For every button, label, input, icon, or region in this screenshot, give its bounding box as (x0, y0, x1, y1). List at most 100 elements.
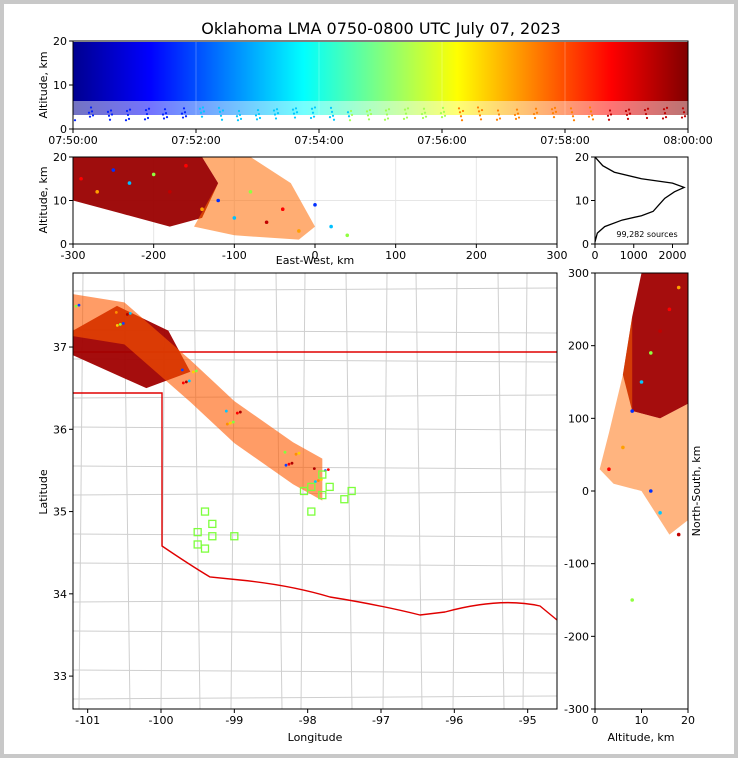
time-altitude-source-point (423, 111, 427, 114)
ew-ytick-label: 10 (53, 195, 67, 208)
time-altitude-source-point (443, 114, 447, 117)
county-line (497, 273, 505, 709)
time-altitude-source-point (440, 116, 444, 119)
plan-source-fringe (73, 294, 323, 501)
time-altitude-source-point (313, 106, 317, 109)
map-xtick-label: -101 (75, 714, 100, 727)
ns-source-point (649, 351, 653, 355)
time-altitude-source-point (369, 112, 373, 116)
time-altitude-source-point (624, 109, 628, 113)
time-altitude-source-point (163, 108, 167, 111)
time-altitude-source-point (609, 113, 613, 116)
time-altitude-source-point (551, 112, 555, 115)
hist-ytick-label: 10 (575, 195, 589, 208)
time-altitude-source-point (569, 107, 573, 110)
time-altitude-source-point (534, 107, 538, 110)
map-xtick-label: -100 (149, 714, 174, 727)
county-line (415, 273, 423, 709)
ns-xtick-label: 10 (635, 714, 649, 727)
county-line (230, 273, 236, 709)
county-line (73, 394, 557, 399)
ew-xtick-label: -300 (61, 249, 86, 262)
time-altitude-source-point (88, 115, 92, 118)
county-line (522, 273, 528, 709)
map-xtick-label: -98 (299, 714, 317, 727)
time-xtick-label: 07:52:00 (171, 134, 220, 147)
time-altitude-source-point (626, 117, 630, 120)
county-line (73, 562, 557, 567)
time-altitude-source-point (255, 118, 259, 121)
hist-xtick-label: 0 (592, 249, 599, 262)
county-line (568, 273, 574, 709)
ew-xtick-label: -200 (141, 249, 166, 262)
time-altitude-source-point (108, 118, 112, 121)
ns-ytick-label: 0 (582, 485, 589, 498)
time-altitude-source-point (219, 114, 223, 117)
lma-station-marker (340, 495, 349, 504)
time-altitude-panel: 07:50:00 07:52:00 07:54:00 07:56:00 07:58:00… (37, 35, 713, 147)
lma-station-marker (307, 507, 316, 516)
map-source-point (326, 468, 330, 472)
map-xtick-label: -96 (445, 714, 463, 727)
time-ytick-label: 20 (53, 35, 67, 48)
map-source-point (238, 410, 242, 414)
lma-station-marker (230, 532, 239, 541)
time-altitude-source-point (406, 107, 410, 110)
time-altitude-source-point (384, 109, 388, 112)
time-altitude-source-point (478, 114, 482, 117)
time-altitude-source-point (459, 115, 463, 118)
time-altitude-source-point (477, 110, 481, 113)
county-line (452, 273, 458, 709)
time-altitude-source-point (91, 114, 95, 117)
histogram-axes (594, 156, 689, 245)
time-altitude-source-point (256, 108, 260, 112)
map-ytick-label: 35 (53, 506, 67, 519)
map-source-point (312, 467, 316, 471)
time-altitude-source-point (570, 111, 574, 114)
ns-source-point (676, 285, 681, 290)
time-altitude-source-point (162, 117, 166, 120)
time-altitude-source-point (329, 106, 333, 109)
time-altitude-source-point (644, 112, 648, 116)
time-altitude-source-point (128, 108, 132, 111)
plan-view-axes (72, 272, 558, 710)
time-altitude-source-point (217, 106, 221, 109)
time-altitude-source-point (405, 116, 409, 119)
time-altitude-source-point (513, 113, 517, 117)
time-altitude-source-point (517, 116, 521, 119)
time-ytick-label: 10 (53, 79, 67, 92)
time-altitude-source-point (237, 109, 241, 113)
ns-source-point (630, 598, 634, 602)
ew-source-point (111, 168, 116, 172)
ew-xtick-label: 0 (312, 249, 319, 262)
time-altitude-source-point (497, 113, 501, 116)
map-ytick-label: 37 (53, 341, 67, 354)
time-altitude-source-point (220, 118, 224, 121)
time-altitude-source-point (295, 111, 299, 114)
map-source-point (225, 422, 229, 426)
time-altitude-source-point (183, 111, 187, 114)
time-altitude-source-point (554, 110, 558, 113)
time-altitude-source-point (515, 108, 519, 111)
time-altitude-source-point (238, 113, 242, 117)
county-line (275, 273, 283, 709)
time-altitude-source-point (182, 107, 186, 110)
ns-xtick-label: 20 (681, 714, 695, 727)
time-ytick-label: 0 (60, 123, 67, 136)
time-altitude-source-point (109, 109, 113, 112)
county-line (193, 273, 201, 709)
map-source-point (74, 304, 78, 308)
east-west-source-fringe (194, 157, 315, 240)
map-source-point (77, 303, 81, 307)
time-altitude-source-point (293, 116, 297, 119)
time-altitude-source-point (145, 112, 149, 116)
time-altitude-source-point (146, 116, 150, 120)
map-source-point (294, 452, 298, 456)
map-source-point (181, 381, 185, 385)
time-altitude-source-point (276, 112, 280, 115)
time-altitude-source-point (147, 107, 151, 110)
time-altitude-source-point (350, 113, 354, 117)
map-source-point (128, 311, 132, 315)
map-source-point (64, 303, 67, 306)
time-altitude-source-point (347, 115, 351, 118)
